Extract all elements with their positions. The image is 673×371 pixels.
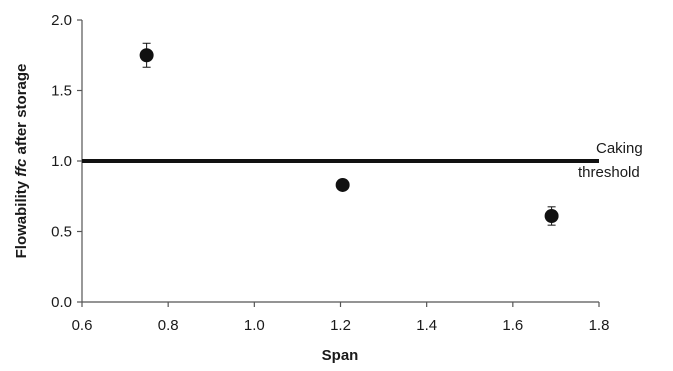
threshold-label-line-1: Caking [596, 140, 643, 157]
x-tick-label: 1.8 [589, 317, 610, 334]
y-axis-title: Flowability ffc after storage [13, 64, 30, 259]
y-tick-label: 2.0 [51, 12, 72, 29]
y-tick-label: 1.5 [51, 83, 72, 100]
data-point [335, 177, 350, 192]
y-axis-title-italic-part: ffc [13, 158, 30, 177]
data-point [544, 208, 559, 223]
x-tick-label: 1.2 [330, 317, 351, 334]
x-axis-title: Span [322, 347, 359, 364]
data-point [139, 48, 154, 63]
y-axis-title-part: Flowability [13, 177, 30, 259]
x-tick-label: 0.8 [158, 317, 179, 334]
x-tick-label: 1.0 [244, 317, 265, 334]
x-tick-label: 0.6 [72, 317, 93, 334]
y-tick-label: 0.5 [51, 224, 72, 241]
x-tick-label: 1.6 [502, 317, 523, 334]
x-tick-label: 1.4 [416, 317, 437, 334]
y-axis-title-part: after storage [13, 64, 30, 159]
axes: 0.6 0.8 1.0 1.2 1.4 1.6 1.8 0.0 0.5 1.0 1.5 2.0 [51, 12, 609, 334]
data-points [139, 42, 559, 226]
y-tick-label: 0.0 [51, 294, 72, 311]
threshold-label-line-2: threshold [578, 164, 640, 181]
y-tick-label: 1.0 [51, 153, 72, 170]
